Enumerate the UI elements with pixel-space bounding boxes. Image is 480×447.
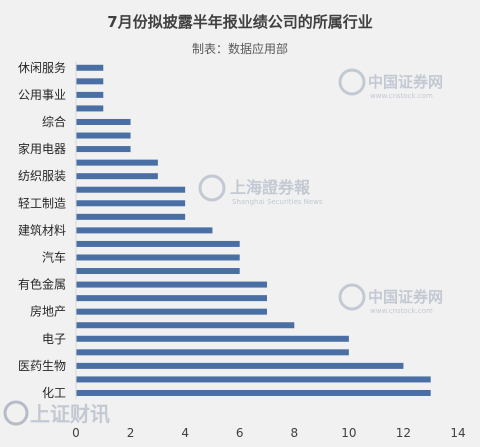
category-label: 医药生物 xyxy=(18,359,66,373)
bar xyxy=(76,173,158,180)
category-label: 电子 xyxy=(42,332,66,346)
category-label: 化工 xyxy=(42,386,66,400)
bar xyxy=(76,389,431,396)
bar xyxy=(76,240,240,247)
watermark-cnstock-url: www.cnstock.com xyxy=(370,92,433,100)
bar xyxy=(76,159,158,166)
watermark-brand: 上证财讯 xyxy=(30,402,110,426)
bar xyxy=(76,349,349,356)
bar xyxy=(76,64,104,71)
bar xyxy=(76,362,404,369)
bar xyxy=(76,132,131,139)
x-tick-label: 12 xyxy=(396,426,411,440)
x-tick-label: 4 xyxy=(181,426,189,440)
bar xyxy=(76,200,186,207)
x-tick-label: 14 xyxy=(450,426,465,440)
bar xyxy=(76,268,240,275)
x-tick-label: 8 xyxy=(290,426,298,440)
bar xyxy=(76,308,267,315)
watermark-logo: 中国证券网 www.cnstock.com xyxy=(338,283,443,315)
chart-subtitle: 制表：数据应用部 xyxy=(192,41,288,56)
bar xyxy=(76,186,186,193)
chart-title: 7月份拟披露半年报业绩公司的所属行业 xyxy=(107,13,372,31)
category-label: 休闲服务 xyxy=(18,60,66,75)
watermark-shzqb-url: Shanghai Securities News xyxy=(232,198,323,206)
bar xyxy=(76,254,240,261)
category-label: 房地产 xyxy=(30,304,66,319)
bar xyxy=(76,322,295,329)
category-label: 汽车 xyxy=(42,249,66,264)
bar xyxy=(76,227,213,234)
bar xyxy=(76,295,267,302)
category-label: 建筑材料 xyxy=(18,222,66,237)
watermark-logo: 中国证券网 www.cnstock.com xyxy=(338,68,443,100)
category-label: 综合 xyxy=(42,114,66,129)
category-label: 家用电器 xyxy=(18,141,66,156)
watermark-cnstock: 中国证券网 xyxy=(368,288,443,306)
x-tick-label: 10 xyxy=(341,426,356,440)
bar xyxy=(76,105,104,112)
bars xyxy=(76,64,431,396)
x-axis-ticks: 0 2 4 6 8 10 12 14 xyxy=(72,426,465,440)
bar xyxy=(76,118,131,125)
watermark-shzqb: 上海證券報 xyxy=(230,178,311,197)
x-tick-label: 0 xyxy=(72,426,80,440)
x-tick-label: 2 xyxy=(127,426,135,440)
category-label: 纺织服装 xyxy=(18,169,66,183)
category-label: 公用事业 xyxy=(18,88,66,102)
category-labels: 休闲服务公用事业综合家用电器纺织服装轻工制造建筑材料汽车有色金属房地产电子医药生… xyxy=(18,60,66,400)
bar xyxy=(76,78,104,85)
watermark-cnstock: 中国证券网 xyxy=(368,73,443,91)
watermark-logo: 上证财讯 xyxy=(3,400,110,426)
bar xyxy=(76,146,131,153)
category-label: 有色金属 xyxy=(18,277,66,292)
category-label: 轻工制造 xyxy=(18,196,66,210)
watermark-layer: 中国证券网 www.cnstock.com 上海證券報 Shanghai Sec… xyxy=(3,68,443,426)
bar xyxy=(76,335,349,342)
x-tick-label: 6 xyxy=(236,426,244,440)
bar xyxy=(76,281,267,288)
watermark-cnstock-url: www.cnstock.com xyxy=(370,307,433,315)
bar xyxy=(76,91,104,98)
bar xyxy=(76,213,186,220)
bar xyxy=(76,376,431,383)
watermark-logo: 上海證券報 Shanghai Securities News xyxy=(198,174,323,206)
